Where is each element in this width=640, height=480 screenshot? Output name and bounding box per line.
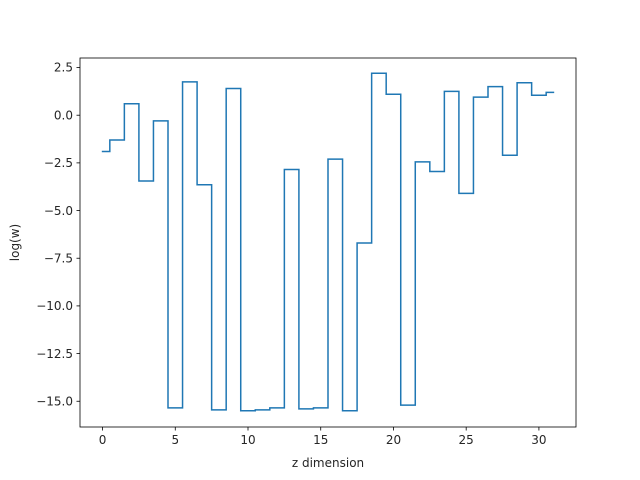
y-axis-label: log(w): [8, 224, 22, 261]
series-line: [101, 72, 555, 412]
series-layer: [101, 72, 555, 412]
y-tick-label: −10.0: [36, 299, 73, 313]
y-tick-label: −5.0: [44, 204, 73, 218]
x-tick-label: 10: [240, 433, 255, 447]
x-tick-label: 25: [459, 433, 474, 447]
x-tick-label: 5: [171, 433, 179, 447]
x-tick-label: 15: [313, 433, 328, 447]
x-tick-label: 30: [531, 433, 546, 447]
y-tick-label: −7.5: [44, 251, 73, 265]
y-tick-label: −15.0: [36, 394, 73, 408]
x-tick-label: 20: [386, 433, 401, 447]
y-tick-label: 2.5: [54, 61, 73, 75]
ticks-layer: 0 5 10 15 20 25 30 2.5 0.0 −2.5 −5.0 −7.5 −10.0 −12.5…: [36, 61, 546, 447]
x-tick-label: 0: [99, 433, 107, 447]
y-tick-label: −12.5: [36, 347, 73, 361]
y-tick-label: 0.0: [54, 108, 73, 122]
x-axis-label: z dimension: [292, 456, 364, 470]
plot-frame: [79, 57, 577, 428]
y-tick-label: −2.5: [44, 156, 73, 170]
